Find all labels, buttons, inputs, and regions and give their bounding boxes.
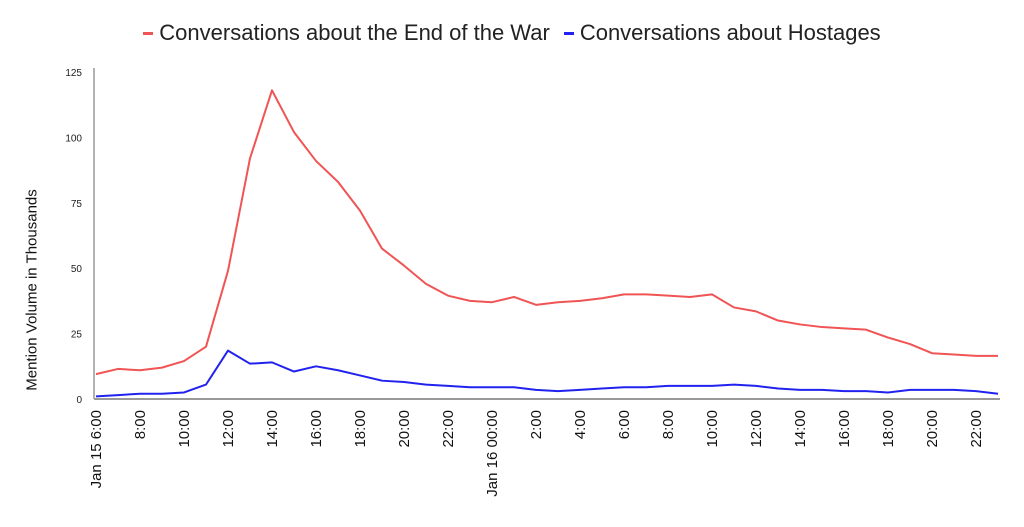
y-tick-label: 0 xyxy=(76,395,82,406)
x-tick-label: 14:00 xyxy=(264,410,281,448)
legend: Conversations about the End of the War C… xyxy=(0,20,1024,46)
x-tick-label: 10:00 xyxy=(176,410,193,448)
x-tick-label: 16:00 xyxy=(308,410,325,448)
x-tick-label: 2:00 xyxy=(528,410,545,439)
legend-item-end-of-war[interactable]: Conversations about the End of the War xyxy=(143,20,550,46)
y-tick-label: 75 xyxy=(71,199,83,210)
x-tick-label: 12:00 xyxy=(748,410,765,448)
x-tick-label: 22:00 xyxy=(440,410,457,448)
x-tick-label: Jan 16 00:00 xyxy=(484,410,501,497)
x-tick-label: 4:00 xyxy=(572,410,589,439)
x-tick-label: 18:00 xyxy=(880,410,897,448)
x-tick-label: 8:00 xyxy=(660,410,677,439)
x-tick-label: 12:00 xyxy=(220,410,237,448)
x-tick-label: 20:00 xyxy=(396,410,413,448)
y-tick-label: 100 xyxy=(65,133,82,144)
x-tick-label: 16:00 xyxy=(836,410,853,448)
series-line-1 xyxy=(95,349,999,398)
y-tick-label: 125 xyxy=(65,68,82,79)
y-tick-label: 25 xyxy=(71,330,83,341)
legend-swatch xyxy=(143,31,154,35)
x-tick-label: 14:00 xyxy=(792,410,809,448)
series-line-0 xyxy=(95,89,998,376)
x-tick-label: 6:00 xyxy=(616,410,633,439)
legend-swatch xyxy=(563,31,574,35)
x-tick-label: 10:00 xyxy=(704,410,721,448)
x-tick-label: 8:00 xyxy=(132,410,149,439)
x-tick-label: Jan 15 6:00 xyxy=(88,410,105,488)
x-tick-label: 20:00 xyxy=(924,410,941,448)
x-tick-label: 18:00 xyxy=(352,410,369,448)
y-tick-label: 50 xyxy=(71,264,83,275)
legend-item-hostages[interactable]: Conversations about Hostages xyxy=(563,20,881,46)
legend-label: Conversations about Hostages xyxy=(579,20,881,45)
x-tick-label: 22:00 xyxy=(968,410,985,448)
legend-label: Conversations about the End of the War xyxy=(159,20,550,45)
